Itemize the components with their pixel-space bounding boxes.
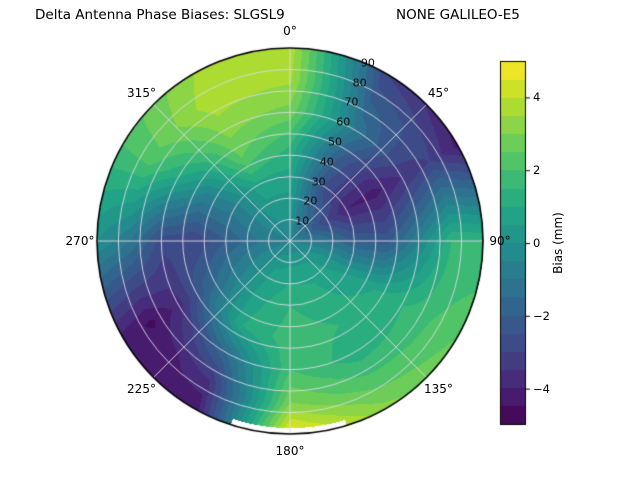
radial-label-40: 40 [319, 155, 334, 169]
colorbar-tick-4: 4 [533, 90, 541, 105]
colorbar-axis-label: Bias (mm) [551, 212, 565, 274]
colorbar-tick--4: −4 [533, 381, 550, 396]
azimuth-label-225: 225° [127, 382, 156, 397]
radial-label-20: 20 [303, 194, 318, 208]
radial-label-70: 70 [344, 95, 359, 109]
azimuth-label-90: 90° [489, 234, 511, 248]
azimuth-label-0: 0° [283, 24, 297, 38]
chart-title-right: NONE GALILEO-E5 [396, 7, 520, 23]
chart-title-left: Delta Antenna Phase Biases: SLGSL9 [35, 7, 285, 23]
azimuth-label-180: 180° [275, 444, 305, 458]
radial-label-60: 60 [336, 115, 351, 129]
radial-label-10: 10 [295, 214, 310, 228]
colorbar-tick-2: 2 [533, 163, 541, 178]
radial-label-50: 50 [328, 135, 343, 149]
azimuth-label-315: 315° [127, 85, 156, 100]
azimuth-label-270: 270° [65, 234, 95, 248]
colorbar-tick--2: −2 [533, 308, 550, 323]
azimuth-label-135: 135° [424, 382, 453, 397]
radial-label-30: 30 [311, 175, 326, 189]
colorbar-tick-0: 0 [533, 236, 541, 250]
radial-label-80: 80 [352, 76, 367, 89]
azimuth-label-45: 45° [427, 85, 450, 100]
radial-label-90: 90 [360, 56, 375, 70]
